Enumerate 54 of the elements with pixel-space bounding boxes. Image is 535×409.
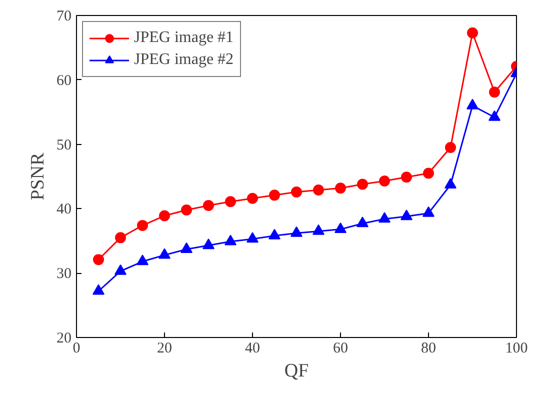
point xyxy=(158,248,170,259)
point xyxy=(378,212,390,223)
point xyxy=(159,210,170,222)
point xyxy=(291,186,302,198)
x-tick-label: 20 xyxy=(157,340,172,356)
x-tick-label: 60 xyxy=(333,340,348,356)
x-tick-label: 100 xyxy=(505,340,528,356)
point xyxy=(488,110,500,121)
point xyxy=(312,224,324,235)
point xyxy=(356,216,368,228)
point xyxy=(202,238,214,250)
y-tick-label: 60 xyxy=(56,72,72,89)
point xyxy=(268,228,280,240)
y-tick-label: 30 xyxy=(56,266,72,282)
point xyxy=(224,234,236,246)
y-tick-label: 20 xyxy=(56,330,72,346)
point xyxy=(401,172,412,183)
point xyxy=(247,192,258,204)
point xyxy=(92,284,104,295)
point xyxy=(422,206,434,217)
point xyxy=(445,142,456,154)
point xyxy=(246,232,258,243)
legend-label: JPEG image #1 xyxy=(134,29,234,47)
point xyxy=(203,200,214,211)
point xyxy=(269,190,280,201)
point xyxy=(290,226,302,237)
x-tick-label: 80 xyxy=(421,340,436,356)
point xyxy=(423,168,434,179)
point xyxy=(466,98,478,110)
point xyxy=(115,232,126,244)
legend-label: JPEG image #2 xyxy=(134,51,234,69)
y-axis-title: PSNR xyxy=(28,152,48,200)
point xyxy=(379,176,390,186)
point xyxy=(137,220,148,231)
point xyxy=(114,264,126,275)
point xyxy=(334,222,346,233)
point xyxy=(467,27,478,38)
y-tick-label: 50 xyxy=(56,137,72,154)
point xyxy=(180,242,192,253)
point xyxy=(93,254,104,266)
x-tick-label: 0 xyxy=(72,340,80,356)
point xyxy=(444,178,456,189)
y-tick-label: 70 xyxy=(56,8,72,24)
y-tick-label: 40 xyxy=(56,202,72,218)
x-tick-label: 40 xyxy=(245,340,260,356)
point xyxy=(181,204,192,216)
point xyxy=(489,86,500,98)
x-axis-title: QF xyxy=(284,360,309,382)
point xyxy=(136,254,148,266)
point xyxy=(400,210,412,220)
point xyxy=(313,184,324,196)
point xyxy=(357,178,368,190)
point xyxy=(335,182,346,194)
point xyxy=(225,196,236,208)
